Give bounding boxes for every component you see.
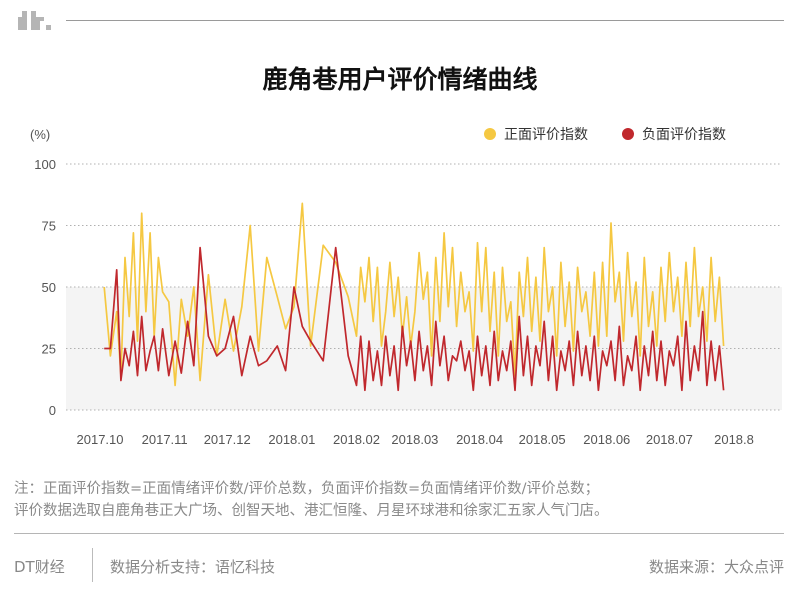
footer-divider (92, 548, 93, 582)
x-tick-label: 2018.05 (519, 432, 566, 447)
footnote-line-2: 评价数据选取自鹿角巷正大广场、创智天地、港汇恒隆、月星环球港和徐家汇五家人气门店… (14, 503, 609, 519)
x-tick-label: 2017.11 (142, 432, 188, 447)
x-tick-label: 2018.01 (268, 432, 315, 447)
legend-label: 正面评价指数 (504, 127, 588, 143)
footer-rule (14, 533, 784, 534)
x-tick-label: 2018.07 (646, 432, 693, 447)
legend-marker (622, 128, 634, 140)
footer-source: 数据来源：大众点评 (648, 558, 784, 576)
footer-brand: DT财经 (14, 558, 65, 576)
x-tick-label: 2018.02 (333, 432, 380, 447)
x-tick-label: 2018.03 (391, 432, 438, 447)
series-line-positive (103, 202, 725, 387)
dt-logo-icon (18, 11, 51, 30)
footer: DT财经 数据分析支持：语忆科技 数据来源：大众点评 (14, 548, 784, 582)
x-tick-label: 2017.10 (77, 432, 124, 447)
x-tick-label: 2018.8 (714, 432, 754, 447)
chart-title: 鹿角巷用户评价情绪曲线 (262, 65, 538, 94)
x-tick-label: 2017.12 (204, 432, 251, 447)
series-line-negative (104, 246, 725, 392)
legend-marker (484, 128, 496, 140)
x-tick-label: 2018.06 (583, 432, 630, 447)
footer-support: 数据分析支持：语忆科技 (110, 558, 276, 576)
y-tick-label: 75 (42, 219, 56, 234)
x-axis: 2017.10 2017.11 2017.12 2018.01 2018.02 2018.… (77, 432, 754, 447)
legend: 正面评价指数 负面评价指数 (484, 127, 726, 143)
y-axis: 0 25 50 75 100 (%) (30, 127, 56, 418)
y-tick-label: 0 (49, 403, 56, 418)
y-axis-label: (%) (30, 127, 50, 142)
series-layer (103, 202, 725, 392)
x-tick-label: 2018.04 (456, 432, 503, 447)
top-rule (66, 20, 784, 21)
footnote-line-1: 注：正面评价指数=正面情绪评价数/评价总数，负面评价指数=负面情绪评价数/评价总… (14, 481, 600, 497)
y-tick-label: 100 (34, 157, 56, 172)
footnote: 注：正面评价指数=正面情绪评价数/评价总数，负面评价指数=负面情绪评价数/评价总… (14, 478, 794, 522)
legend-label: 负面评价指数 (642, 127, 726, 143)
line-chart: 0 25 50 75 100 (%) 2017.10 2017.11 2017.12 2018.… (30, 127, 782, 447)
y-tick-label: 25 (42, 342, 56, 357)
y-tick-label: 50 (42, 280, 56, 295)
